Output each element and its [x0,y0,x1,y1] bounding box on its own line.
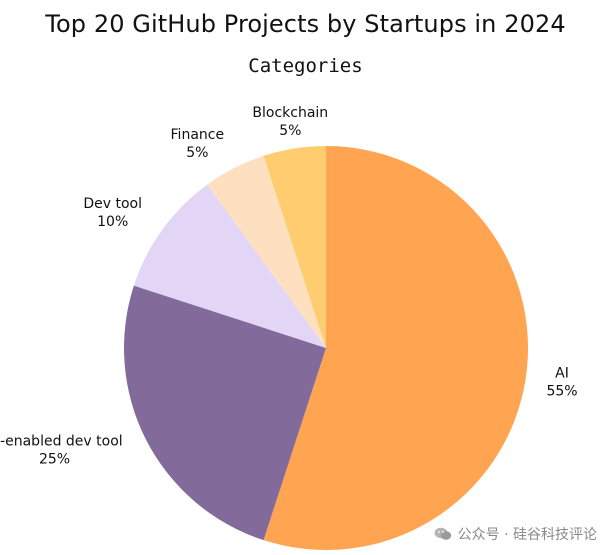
slice-label-ai: AI [555,366,569,382]
slice-percent-ai-enabled-dev-tool: 25% [39,452,70,468]
watermark-text: 公众号 · 硅谷科技评论 [457,527,597,543]
slice-label-blockchain: Blockchain [252,105,328,121]
chart-subtitle: Categories [248,55,363,77]
slice-percent-ai: 55% [546,384,577,400]
pie-slice-dev-tool [133,184,326,348]
pie-slice-ai-enabled-dev-tool [124,285,326,541]
slice-percent-finance: 5% [186,145,208,161]
watermark: 公众号 · 硅谷科技评论 [434,524,597,544]
slice-label-finance: Finance [171,127,225,143]
wechat-icon [434,527,451,540]
slice-label-dev-tool: Dev tool [83,196,142,212]
pie-slice-ai [263,146,529,550]
slice-percent-dev-tool: 10% [97,214,128,230]
pie-slice-finance [207,155,326,348]
chart-title: Top 20 GitHub Projects by Startups in 20… [45,10,566,38]
pie-slice-blockchain [263,146,326,348]
slice-label-ai-enabled-dev-tool: AI-enabled dev tool [0,434,123,450]
slice-percent-blockchain: 5% [279,123,301,139]
